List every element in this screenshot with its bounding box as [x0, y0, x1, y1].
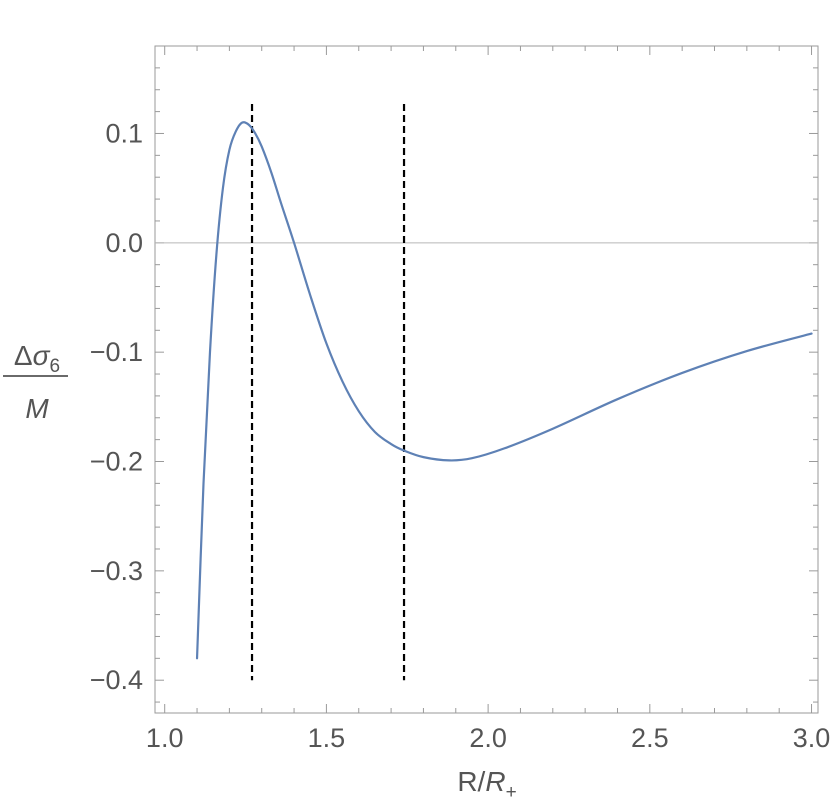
x-tick-label: 2.5	[631, 723, 669, 753]
series-line	[195, 121, 813, 660]
x-axis-label-sub: +	[506, 782, 517, 803]
x-axis-label-var: R	[485, 766, 505, 797]
ticks	[155, 45, 818, 713]
tick-labels: 1.0 1.5 2.0 2.5 3.0 0.1 0.0 −0.1 −0.2 −0.3 −0.4	[90, 118, 830, 753]
y-axis-label: Δσ6 M	[3, 340, 68, 424]
y-tick-label: 0.0	[105, 228, 143, 258]
x-tick-label: 2.0	[469, 723, 507, 753]
y-tick-label: 0.1	[105, 118, 143, 148]
x-axis-label-num: R/	[457, 766, 485, 797]
y-tick-label: −0.4	[90, 665, 143, 695]
x-tick-label: 3.0	[793, 723, 830, 753]
x-tick-label: 1.0	[146, 723, 184, 753]
y-axis-label-numerator: Δσ6	[14, 340, 60, 377]
x-axis-label: R/R+	[457, 766, 516, 803]
y-tick-label: −0.3	[90, 556, 143, 586]
reference-lines	[250, 103, 406, 681]
x-tick-label: 1.5	[308, 723, 346, 753]
plot-frame	[154, 45, 819, 714]
y-tick-label: −0.2	[90, 447, 143, 477]
y-axis-label-sub: 6	[50, 356, 61, 377]
y-axis-label-denominator: M	[25, 393, 49, 424]
y-tick-label: −0.1	[90, 337, 143, 367]
y-axis-label-var: σ	[33, 340, 51, 371]
y-axis-label-delta: Δ	[14, 340, 33, 371]
